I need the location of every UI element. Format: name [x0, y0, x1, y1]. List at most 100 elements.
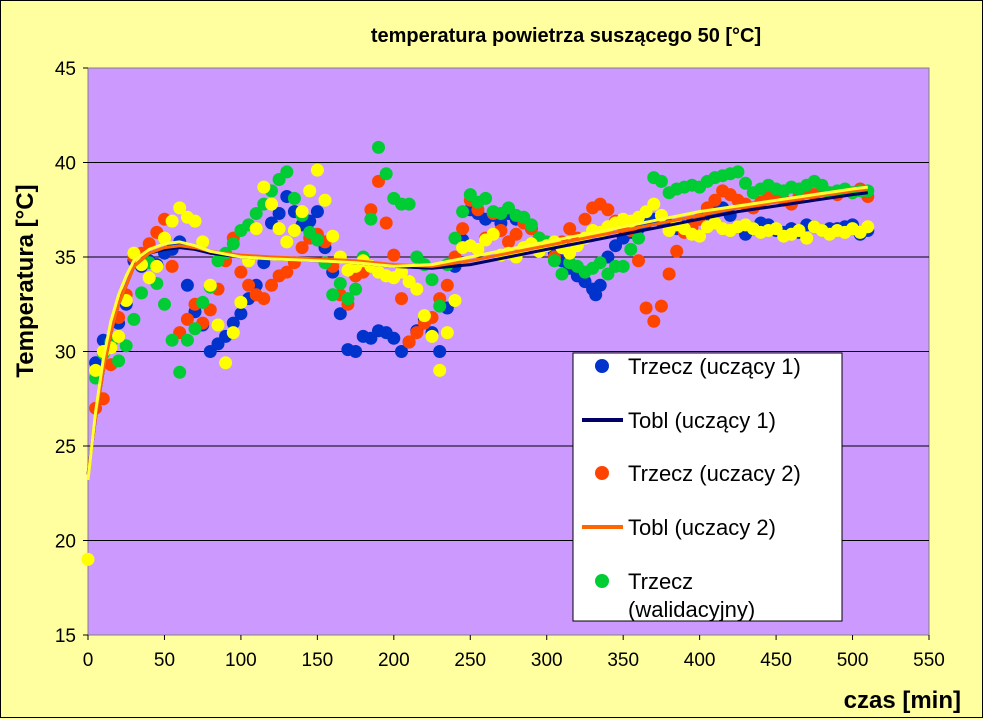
data-point	[349, 345, 363, 358]
legend-marker-trzecz-1	[595, 359, 609, 373]
data-point	[165, 333, 179, 347]
data-point	[524, 218, 538, 232]
data-point	[395, 345, 408, 358]
data-point	[647, 314, 661, 328]
data-point	[158, 231, 171, 245]
x-tick-label: 200	[378, 650, 410, 671]
legend-label-tobl-1: Tobl (uczący 1)	[628, 408, 776, 433]
data-point	[632, 231, 645, 245]
data-point	[287, 191, 301, 205]
data-point	[272, 207, 286, 220]
data-point	[402, 197, 416, 211]
data-point	[471, 242, 485, 256]
data-point	[547, 254, 561, 268]
data-point	[563, 222, 577, 236]
data-point	[861, 220, 875, 234]
data-point	[280, 165, 294, 179]
data-point	[257, 292, 271, 306]
data-point	[295, 241, 309, 255]
data-point	[234, 265, 248, 279]
data-point	[364, 212, 378, 226]
data-point	[379, 167, 393, 181]
x-tick-label: 100	[225, 650, 257, 671]
data-point	[203, 278, 217, 292]
data-point	[265, 278, 278, 292]
data-point	[800, 231, 814, 245]
data-point	[395, 265, 408, 279]
y-axis-title: Temperatura [°C]	[12, 184, 39, 377]
data-point	[555, 267, 569, 281]
data-point	[731, 165, 745, 179]
x-tick-label: 350	[607, 650, 639, 671]
data-point	[112, 354, 126, 368]
series-line	[86, 187, 868, 475]
x-tick-label: 300	[531, 650, 563, 671]
data-point	[395, 292, 408, 306]
data-point	[372, 140, 385, 154]
data-point	[739, 176, 752, 190]
data-point	[188, 214, 202, 228]
data-point	[180, 312, 194, 326]
data-point	[425, 329, 439, 343]
series-layer	[81, 140, 875, 566]
data-point	[708, 193, 722, 207]
data-point	[211, 318, 225, 332]
chart-title: temperatura powietrza suszącego 50 [°C]	[371, 25, 761, 47]
x-tick-label: 0	[83, 650, 94, 671]
data-point	[165, 259, 179, 273]
data-point	[219, 356, 233, 370]
legend-marker-trzecz-2	[595, 466, 609, 480]
data-point	[433, 363, 447, 377]
data-point	[326, 288, 340, 302]
data-point	[693, 229, 707, 243]
legend: Trzecz (uczący 1) Tobl (uczący 1) Trzecz…	[572, 352, 843, 622]
data-point	[165, 214, 179, 228]
data-point	[647, 197, 661, 211]
legend-label-trzecz-1: Trzecz (uczący 1)	[628, 354, 801, 379]
data-point	[479, 191, 493, 205]
data-point	[89, 363, 103, 377]
data-point	[135, 286, 148, 300]
y-tick-label: 25	[55, 437, 76, 458]
series-3	[86, 187, 868, 475]
legend-label-trzecz-2: Trzecz (uczacy 2)	[628, 461, 801, 486]
data-point	[639, 301, 653, 315]
data-point	[624, 242, 638, 256]
y-tick-label: 40	[55, 154, 76, 175]
data-point	[318, 193, 332, 207]
data-point	[632, 254, 645, 268]
data-point	[158, 297, 171, 311]
x-tick-label: 50	[154, 650, 175, 671]
data-point	[173, 201, 187, 215]
x-axis-title: czas [min]	[844, 687, 961, 714]
data-point	[81, 552, 95, 566]
data-point	[226, 237, 240, 251]
data-point	[234, 295, 248, 309]
data-point	[272, 222, 286, 236]
y-tick-label: 15	[55, 626, 76, 647]
y-tick-label: 35	[55, 248, 76, 269]
data-point	[341, 292, 355, 306]
data-point	[456, 205, 470, 219]
data-point	[234, 307, 248, 321]
data-point	[417, 309, 431, 323]
data-point	[578, 212, 592, 226]
data-point	[326, 229, 340, 243]
data-point	[448, 294, 462, 307]
data-point	[287, 224, 301, 237]
data-point	[180, 333, 194, 347]
legend-label-line: Trzecz	[628, 569, 693, 594]
data-point	[280, 265, 294, 279]
data-point	[410, 282, 424, 296]
data-point	[379, 216, 393, 230]
data-point	[333, 277, 347, 290]
legend-label-tobl-2: Tobl (uczacy 2)	[628, 515, 776, 540]
data-point	[112, 329, 126, 343]
y-tick-label: 20	[55, 532, 76, 553]
data-point	[310, 233, 324, 247]
x-tick-label: 400	[684, 650, 716, 671]
data-point	[456, 222, 470, 236]
data-point	[295, 205, 309, 219]
